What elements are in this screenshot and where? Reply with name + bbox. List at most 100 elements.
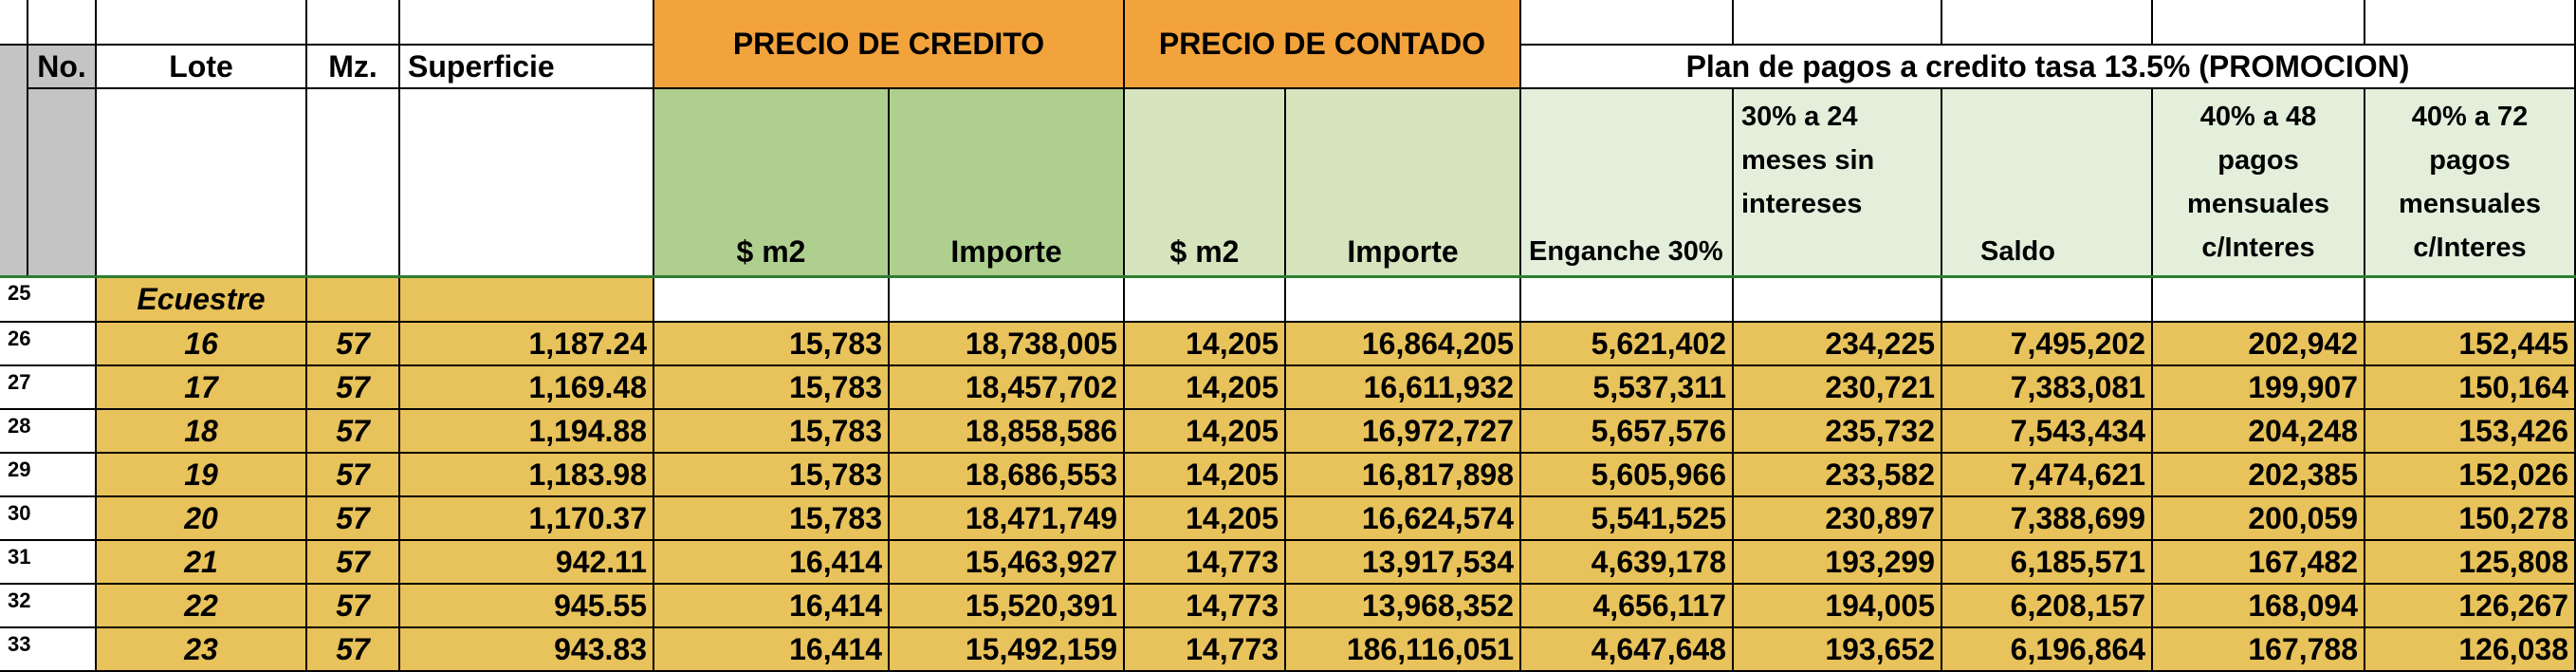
cell-m2-credito[interactable]: 16,414: [654, 541, 890, 585]
cell-importe-contado[interactable]: 16,624,574: [1286, 497, 1521, 541]
cell-p30-24[interactable]: 230,897: [1734, 497, 1942, 541]
blank-top-enganche[interactable]: [1521, 0, 1734, 46]
cell-p30-24[interactable]: 193,299: [1734, 541, 1942, 585]
row-number[interactable]: 33: [0, 628, 97, 672]
section-blank-m2_contado[interactable]: [1125, 277, 1286, 323]
cell-importe-credito[interactable]: 15,463,927: [890, 541, 1125, 585]
cell-enganche[interactable]: 5,537,311: [1521, 366, 1734, 410]
section-blank-superficie[interactable]: [400, 277, 654, 323]
cell-lote[interactable]: 23: [97, 628, 307, 672]
row-number[interactable]: 27: [0, 366, 97, 410]
cell-m2-credito[interactable]: 15,783: [654, 410, 890, 454]
section-blank-mz[interactable]: [307, 277, 400, 323]
cell-importe-contado[interactable]: 16,817,898: [1286, 454, 1521, 497]
cell-mz[interactable]: 57: [307, 410, 400, 454]
cell-p30-24[interactable]: 193,652: [1734, 628, 1942, 672]
cell-m2-credito[interactable]: 15,783: [654, 323, 890, 366]
cell-m2-contado[interactable]: 14,773: [1125, 541, 1286, 585]
cell-saldo[interactable]: 7,543,434: [1942, 410, 2153, 454]
blank-top-mz[interactable]: [307, 0, 400, 46]
subheader-importe-credito[interactable]: Importe: [890, 89, 1125, 277]
cell-enganche[interactable]: 5,541,525: [1521, 497, 1734, 541]
section-blank-p40_72[interactable]: [2365, 277, 2576, 323]
cell-m2-contado[interactable]: 14,205: [1125, 454, 1286, 497]
cell-p40-72[interactable]: 153,426: [2365, 410, 2576, 454]
cell-saldo[interactable]: 7,495,202: [1942, 323, 2153, 366]
cell-mz[interactable]: 57: [307, 454, 400, 497]
cell-saldo[interactable]: 7,474,621: [1942, 454, 2153, 497]
cell-m2-credito[interactable]: 16,414: [654, 628, 890, 672]
header-mz[interactable]: Mz.: [307, 46, 400, 89]
cell-p30-24[interactable]: 233,582: [1734, 454, 1942, 497]
cell-m2-credito[interactable]: 15,783: [654, 366, 890, 410]
section-label-ecuestre[interactable]: Ecuestre: [97, 277, 307, 323]
cell-lote[interactable]: 19: [97, 454, 307, 497]
subheader-mz-blank[interactable]: [307, 89, 400, 277]
section-blank-importe_credito[interactable]: [890, 277, 1125, 323]
cell-importe-contado[interactable]: 13,968,352: [1286, 585, 1521, 628]
cell-m2-credito[interactable]: 15,783: [654, 497, 890, 541]
row-number[interactable]: 30: [0, 497, 97, 541]
cell-p40-72[interactable]: 125,808: [2365, 541, 2576, 585]
subheader-m2-credito[interactable]: $ m2: [654, 89, 890, 277]
cell-importe-credito[interactable]: 18,457,702: [890, 366, 1125, 410]
cell-p40-72[interactable]: 126,267: [2365, 585, 2576, 628]
blank-top-saldo[interactable]: [1942, 0, 2153, 46]
cell-superficie[interactable]: 1,169.48: [400, 366, 654, 410]
blank-top-no[interactable]: [28, 0, 97, 46]
cell-importe-contado[interactable]: 186,116,051: [1286, 628, 1521, 672]
cell-saldo[interactable]: 7,383,081: [1942, 366, 2153, 410]
cell-enganche[interactable]: 5,621,402: [1521, 323, 1734, 366]
subheader-importe-contado[interactable]: Importe: [1286, 89, 1521, 277]
cell-importe-credito[interactable]: 18,738,005: [890, 323, 1125, 366]
cell-p30-24[interactable]: 194,005: [1734, 585, 1942, 628]
header-corner[interactable]: [0, 0, 28, 46]
blank-top-lote[interactable]: [97, 0, 307, 46]
cell-superficie[interactable]: 1,187.24: [400, 323, 654, 366]
section-blank-p30_24[interactable]: [1734, 277, 1942, 323]
subheader-enganche[interactable]: Enganche 30%: [1521, 89, 1734, 277]
cell-importe-credito[interactable]: 18,686,553: [890, 454, 1125, 497]
cell-importe-credito[interactable]: 15,520,391: [890, 585, 1125, 628]
cell-lote[interactable]: 16: [97, 323, 307, 366]
cell-saldo[interactable]: 6,196,864: [1942, 628, 2153, 672]
cell-p40-48[interactable]: 168,094: [2153, 585, 2365, 628]
blank-top-superficie[interactable]: [400, 0, 654, 46]
cell-enganche[interactable]: 4,647,648: [1521, 628, 1734, 672]
cell-lote[interactable]: 18: [97, 410, 307, 454]
cell-importe-contado[interactable]: 13,917,534: [1286, 541, 1521, 585]
header-superficie[interactable]: Superficie: [400, 46, 654, 89]
subheader-m2-contado[interactable]: $ m2: [1125, 89, 1286, 277]
cell-importe-contado[interactable]: 16,972,727: [1286, 410, 1521, 454]
cell-superficie[interactable]: 1,183.98: [400, 454, 654, 497]
cell-superficie[interactable]: 1,170.37: [400, 497, 654, 541]
cell-mz[interactable]: 57: [307, 366, 400, 410]
cell-p40-48[interactable]: 202,385: [2153, 454, 2365, 497]
row-number[interactable]: 26: [0, 323, 97, 366]
blank-top-p40_72[interactable]: [2365, 0, 2576, 46]
cell-p40-48[interactable]: 167,788: [2153, 628, 2365, 672]
row-number[interactable]: 28: [0, 410, 97, 454]
cell-m2-contado[interactable]: 14,205: [1125, 366, 1286, 410]
subheader-40-48[interactable]: 40% a 48 pagos mensuales c/Interes: [2153, 89, 2365, 277]
cell-enganche[interactable]: 5,605,966: [1521, 454, 1734, 497]
cell-p40-48[interactable]: 204,248: [2153, 410, 2365, 454]
header-lote[interactable]: Lote: [97, 46, 307, 89]
cell-mz[interactable]: 57: [307, 628, 400, 672]
row-number[interactable]: 29: [0, 454, 97, 497]
cell-p30-24[interactable]: 235,732: [1734, 410, 1942, 454]
row-header-gray[interactable]: [0, 46, 28, 277]
cell-p40-72[interactable]: 150,278: [2365, 497, 2576, 541]
cell-mz[interactable]: 57: [307, 585, 400, 628]
header-precio-credito[interactable]: PRECIO DE CREDITO: [654, 0, 1125, 89]
cell-enganche[interactable]: 4,639,178: [1521, 541, 1734, 585]
section-blank-importe_contado[interactable]: [1286, 277, 1521, 323]
cell-lote[interactable]: 22: [97, 585, 307, 628]
section-blank-saldo[interactable]: [1942, 277, 2153, 323]
cell-p40-72[interactable]: 126,038: [2365, 628, 2576, 672]
cell-superficie[interactable]: 945.55: [400, 585, 654, 628]
cell-p40-48[interactable]: 200,059: [2153, 497, 2365, 541]
cell-superficie[interactable]: 942.11: [400, 541, 654, 585]
cell-p30-24[interactable]: 230,721: [1734, 366, 1942, 410]
cell-lote[interactable]: 20: [97, 497, 307, 541]
